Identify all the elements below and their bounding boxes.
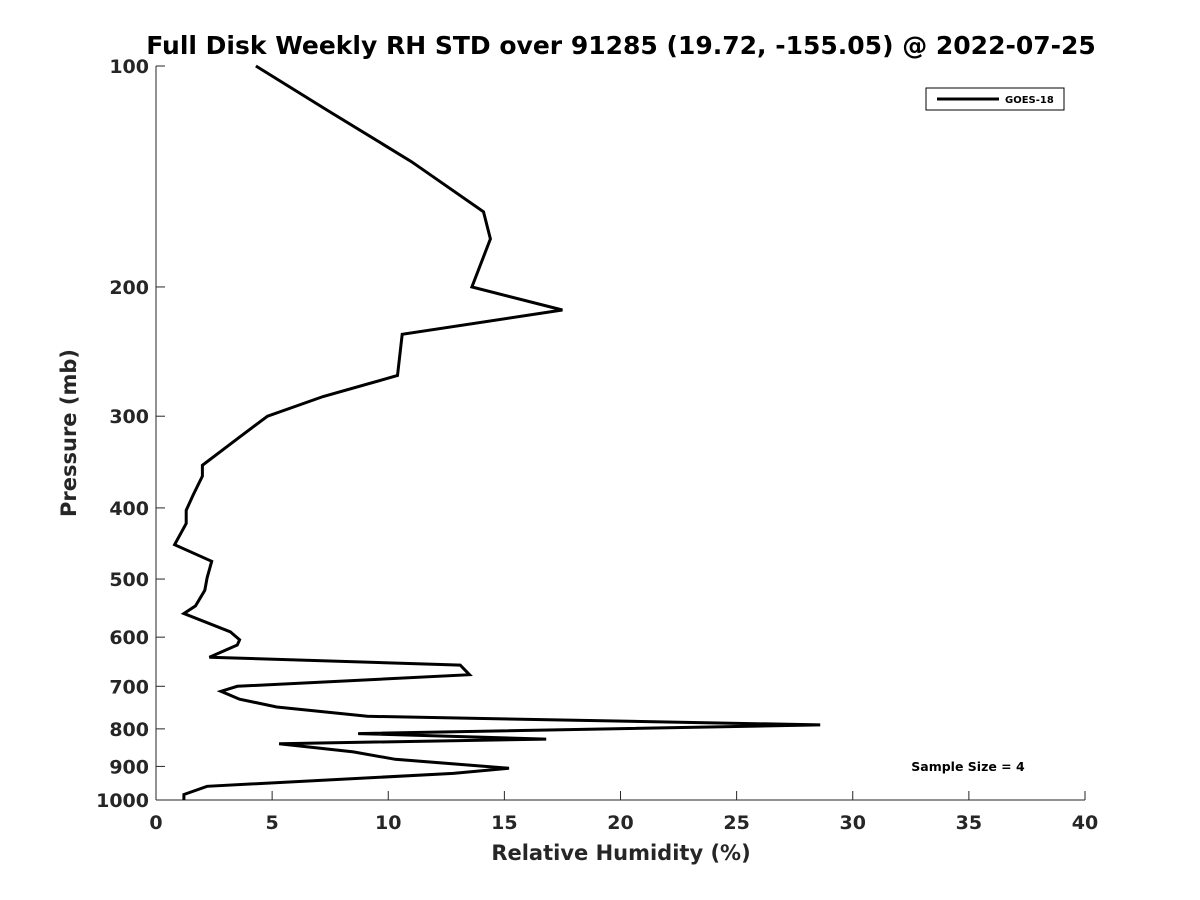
plot-axes — [155, 66, 1085, 801]
x-axis-label: Relative Humidity (%) — [491, 841, 750, 865]
x-tick-label: 30 — [840, 812, 866, 834]
y-tick-label: 900 — [109, 756, 149, 778]
x-tick-label: 10 — [375, 812, 401, 834]
y-tick-label: 500 — [109, 569, 149, 591]
series-layer — [172, 64, 821, 800]
legend: GOES-18 — [925, 87, 1065, 111]
sample-size-annotation: Sample Size = 4 — [911, 759, 1025, 774]
y-axis-ticks: 100 200 300 400 500 600 700 800 900 1000 — [96, 56, 165, 812]
x-tick-label: 40 — [1072, 812, 1098, 834]
y-tick-label: 200 — [109, 277, 149, 299]
y-tick-label: 100 — [109, 56, 149, 78]
chart-title: Full Disk Weekly RH STD over 91285 (19.7… — [146, 31, 1096, 60]
y-tick-label: 300 — [109, 406, 149, 428]
x-tick-label: 15 — [491, 812, 517, 834]
x-tick-label: 20 — [607, 812, 633, 834]
y-tick-label: 400 — [109, 498, 149, 520]
x-tick-label: 35 — [956, 812, 982, 834]
legend-entry-goes-18: GOES-18 — [1005, 95, 1054, 106]
x-tick-label: 25 — [723, 812, 749, 834]
x-tick-label: 5 — [266, 812, 279, 834]
x-tick-label: 0 — [149, 812, 162, 834]
y-axis-label: Pressure (mb) — [57, 349, 81, 517]
y-tick-label: 800 — [109, 719, 149, 741]
y-tick-label: 1000 — [96, 790, 149, 812]
y-tick-label: 700 — [109, 676, 149, 698]
y-tick-label: 600 — [109, 627, 149, 649]
x-axis-ticks: 0 5 10 15 20 25 30 35 40 — [149, 791, 1098, 834]
series-line-goes-18 — [172, 64, 821, 800]
